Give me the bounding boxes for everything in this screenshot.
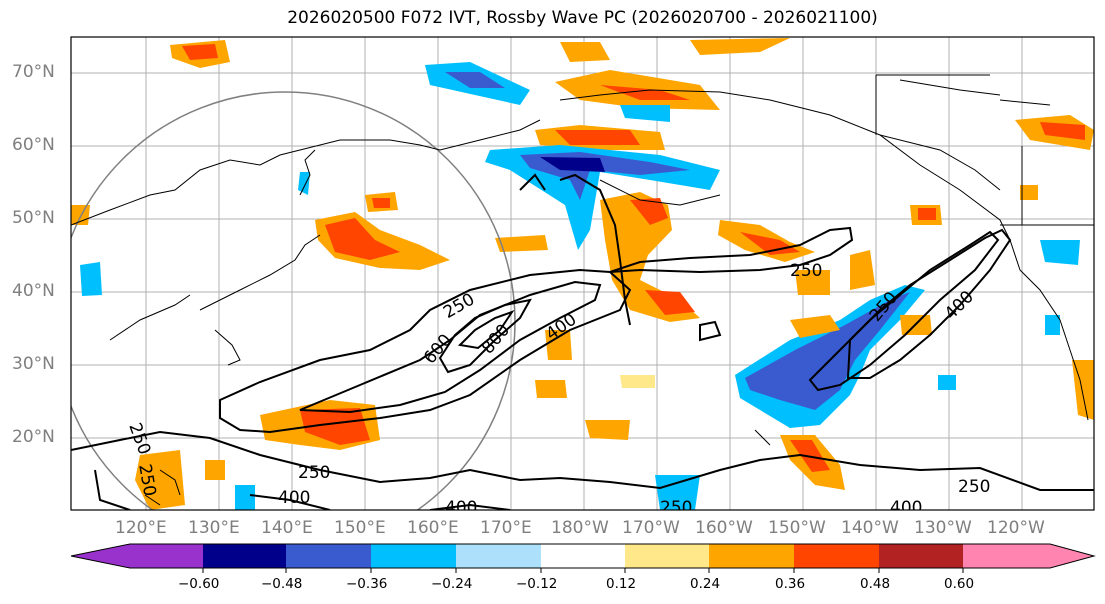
lon-label: 150°W [768, 518, 826, 538]
contour-label: 400 [445, 498, 477, 518]
lon-label: 120°E [115, 518, 167, 538]
range-circle [71, 91, 516, 510]
colorbar [70, 543, 1096, 573]
contour-label: 250 [660, 498, 692, 518]
colorbar-tick-label: 0.24 [690, 576, 721, 592]
coastlines [71, 74, 1094, 506]
lon-label: 160°E [407, 518, 459, 538]
contour-label: 250 [958, 477, 990, 497]
contour-label: 250 [790, 261, 822, 281]
lon-label: 170°E [480, 518, 532, 538]
contour-label: 250 [134, 462, 159, 497]
lon-label: 120°W [987, 518, 1045, 538]
contour-label: 250 [298, 463, 330, 483]
ivt-contours [71, 173, 1094, 510]
colorbar-tick-label: −0.48 [261, 576, 303, 592]
lon-label: 140°W [841, 518, 899, 538]
contour-label: 250 [124, 420, 154, 457]
lon-label: 170°W [622, 518, 680, 538]
colorbar-tick-label: −0.12 [516, 576, 558, 592]
contour-label: 250 [440, 289, 478, 323]
colorbar-tick-label: 0.36 [775, 576, 806, 592]
lon-label: 130°W [914, 518, 972, 538]
lat-label: 70°N [12, 62, 55, 82]
lon-label: 150°E [334, 518, 386, 538]
contour-label: 600 [420, 330, 456, 368]
contour-label: 400 [278, 488, 310, 508]
colorbar-tick-label: −0.24 [431, 576, 473, 592]
lon-label: 160°W [695, 518, 753, 538]
colorbar-tick-label: −0.36 [346, 576, 388, 592]
colorbar-tick-label: −0.60 [178, 576, 220, 592]
lon-label: 180°W [551, 518, 609, 538]
map-frame [70, 36, 1095, 511]
map-title: 2026020500 F072 IVT, Rossby Wave PC (202… [287, 8, 878, 28]
colorbar-tick-label: 0.60 [944, 576, 975, 592]
lat-label: 60°N [12, 135, 55, 155]
lat-label: 40°N [12, 281, 55, 301]
lat-label: 50°N [12, 208, 55, 228]
lat-label: 20°N [12, 427, 55, 447]
anomaly-shading [71, 38, 1094, 510]
lat-label: 30°N [12, 354, 55, 374]
contour-label: 400 [890, 498, 922, 518]
lon-label: 140°E [261, 518, 313, 538]
gridlines [71, 37, 1094, 510]
colorbar-tick-label: 0.48 [860, 576, 891, 592]
lon-label: 130°E [188, 518, 240, 538]
colorbar-tick-label: 0.12 [606, 576, 637, 592]
